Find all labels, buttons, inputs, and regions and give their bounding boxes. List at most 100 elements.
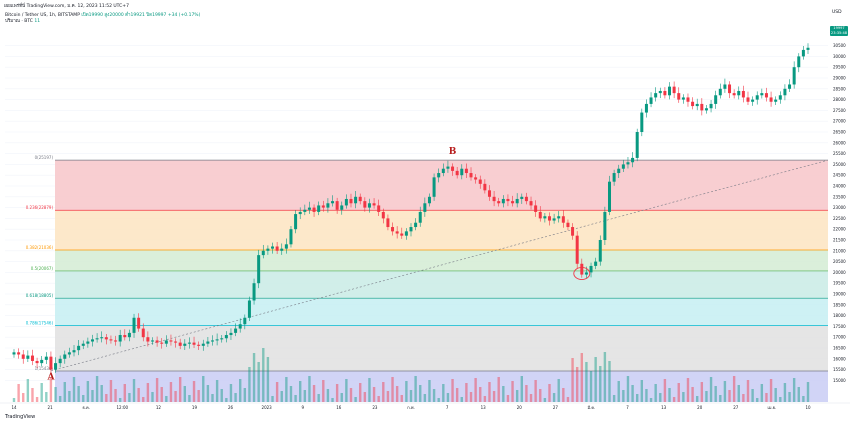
candle-body xyxy=(127,332,131,338)
candle-body xyxy=(280,248,284,251)
price-tick-label: 23000 xyxy=(833,205,846,210)
candle-body xyxy=(561,216,565,223)
volume-bar xyxy=(95,376,99,402)
price-axis[interactable]: 15000 15500 16000 16500 17000 17500 18000 18500… xyxy=(833,43,846,383)
time-axis[interactable]: 14 21 ธ.ค. 12:00 12 19 26 2023 9 16 23 ก.พ. 7 13 20 27 ม… xyxy=(0,402,850,410)
volume-bar xyxy=(437,398,440,402)
volume-bar xyxy=(363,392,367,402)
candle-body xyxy=(367,203,371,208)
candle-body xyxy=(691,101,695,107)
candle-body xyxy=(654,93,658,98)
fibonacci-retracement[interactable]: 0(25197) 0.236(22879) 0.382(21036) 0.5(2006… xyxy=(26,155,828,402)
candle-body xyxy=(788,84,792,89)
symbol-line: Bitcoin / Tether US, 1h, BITSTAMP เปิด19… xyxy=(5,11,200,18)
candle-body xyxy=(686,97,690,102)
candle-body xyxy=(363,201,367,208)
volume-bar xyxy=(271,396,274,402)
volume-bar xyxy=(266,357,270,402)
candle-body xyxy=(626,162,630,165)
volume-bar xyxy=(100,385,103,402)
time-tick-label: 12:00 xyxy=(117,405,129,410)
symbol-name[interactable]: Bitcoin / Tether US, 1h, BITSTAMP xyxy=(5,13,80,18)
time-tick-label: 13 xyxy=(481,405,487,410)
candle-body xyxy=(243,317,247,325)
annotations[interactable]: AB xyxy=(46,147,591,383)
candle-body xyxy=(487,190,491,197)
candle-body xyxy=(506,198,510,202)
volume-bar xyxy=(552,393,556,402)
fib-band xyxy=(55,270,828,299)
candle-body xyxy=(90,339,94,342)
candle-body xyxy=(298,211,302,215)
candle-body xyxy=(783,88,787,96)
time-tick-label: 10 xyxy=(805,405,811,410)
candle-body xyxy=(464,168,468,174)
volume-bar xyxy=(206,385,210,402)
volume-bar xyxy=(719,395,722,402)
candle-body xyxy=(381,211,385,219)
volume-bar xyxy=(428,380,431,402)
volume-bar xyxy=(506,395,510,402)
candle-body xyxy=(640,112,644,132)
volume-bar xyxy=(188,395,191,402)
candle-body xyxy=(155,340,159,343)
tradingview-logo[interactable]: TradingView xyxy=(5,414,36,420)
volume-bar xyxy=(575,367,579,402)
candle-body xyxy=(529,201,533,206)
price-tick-label: 19000 xyxy=(833,292,846,297)
volume-bar xyxy=(280,391,283,402)
candle-body xyxy=(663,90,667,96)
candle-body xyxy=(608,181,611,212)
candle-body xyxy=(427,196,431,204)
candle-body xyxy=(635,132,639,158)
candle-body xyxy=(658,90,662,94)
candle-body xyxy=(44,356,48,360)
volume-bar xyxy=(372,387,376,402)
candle-body xyxy=(63,354,67,359)
candle-body xyxy=(12,352,16,355)
volume-bar xyxy=(17,384,20,402)
candle-body xyxy=(395,231,399,234)
volume-bar xyxy=(215,380,219,402)
volume-bar xyxy=(86,381,90,402)
candle-body xyxy=(17,352,21,355)
candle-body xyxy=(271,246,275,249)
candle-body xyxy=(792,67,796,85)
candle-body xyxy=(104,337,108,340)
candle-body xyxy=(760,93,764,96)
volume-bar xyxy=(626,376,630,402)
candle-body xyxy=(35,360,39,364)
candle-body xyxy=(557,216,561,219)
candle-body xyxy=(160,342,164,344)
price-tick-label: 29000 xyxy=(833,76,846,81)
candle-body xyxy=(709,103,713,109)
candle-body xyxy=(672,86,676,94)
volume-bar xyxy=(539,389,542,402)
volume-bar xyxy=(118,398,122,402)
candle-body xyxy=(118,335,122,342)
volume-bar xyxy=(160,387,163,402)
volume-bar xyxy=(672,397,676,402)
price-tick-label: 23500 xyxy=(833,194,846,199)
time-tick-label: ก.พ. xyxy=(407,405,415,410)
price-tick-label: 20000 xyxy=(833,270,846,275)
volume-bar xyxy=(377,396,380,402)
volume-bar xyxy=(497,377,500,402)
candle-body xyxy=(344,198,348,206)
volume-bar xyxy=(114,389,117,402)
price-tick-label: 16000 xyxy=(833,356,846,361)
candle-body xyxy=(631,157,635,163)
time-tick-label: 19 xyxy=(192,405,198,410)
currency-label: USD xyxy=(832,10,842,15)
candle-body xyxy=(400,233,404,236)
candle-body xyxy=(746,97,750,102)
candle-body xyxy=(146,337,150,342)
time-tick-label: ธ.ค. xyxy=(82,405,90,410)
volume-bar xyxy=(105,394,108,402)
volume-bar xyxy=(696,396,699,402)
volume-bar xyxy=(589,371,593,402)
volume-bar xyxy=(220,389,223,402)
volume-bar xyxy=(275,382,279,402)
candle-body xyxy=(132,317,136,333)
